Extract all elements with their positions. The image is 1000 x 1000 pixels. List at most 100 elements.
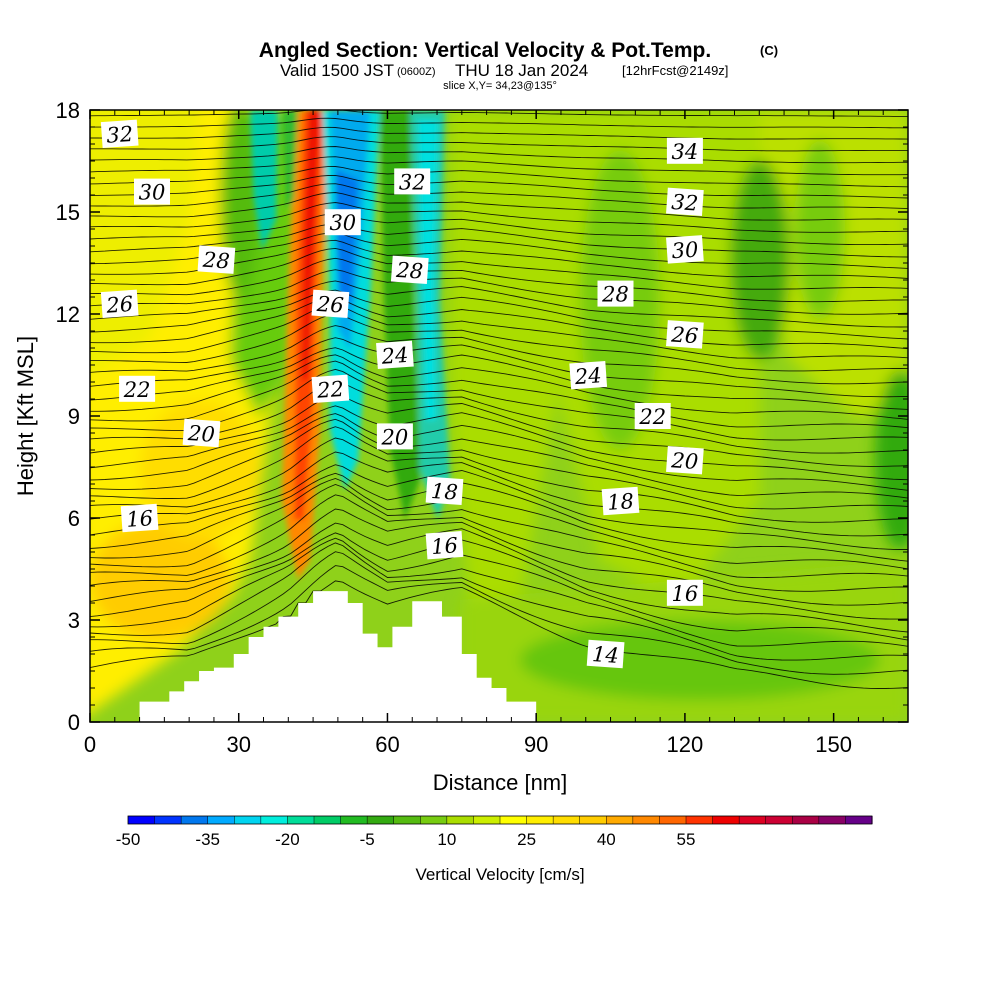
contour-label-box — [666, 187, 704, 217]
chart-title: Angled Section: Vertical Velocity & Pot.… — [259, 39, 711, 62]
contour-label-text: 32 — [399, 170, 426, 194]
title-unit: (C) — [760, 43, 778, 58]
contour-label-box — [666, 579, 703, 606]
contour-label-box — [569, 360, 608, 390]
y-tick-label: 18 — [56, 98, 80, 123]
contour-label-text: 18 — [606, 489, 634, 515]
colorbar-swatch — [553, 816, 581, 824]
contour-label: 20 — [182, 418, 221, 448]
x-tick-label: 120 — [667, 732, 704, 757]
colorbar-swatch — [367, 816, 395, 824]
isentrope-line — [90, 183, 908, 210]
isentrope-line — [90, 280, 908, 328]
colorbar-swatch — [712, 816, 740, 824]
x-tick-label: 90 — [524, 732, 548, 757]
isentrope-line — [90, 296, 908, 350]
isentrope-line — [90, 494, 908, 592]
contour-label-text: 30 — [671, 237, 699, 263]
x-tick-label: 0 — [84, 732, 96, 757]
colorbar-tick-label: 40 — [597, 830, 616, 849]
contour-label: 18 — [425, 476, 464, 506]
contour-label-box — [425, 530, 464, 560]
isentrope-line — [90, 110, 908, 117]
y-tick-label: 12 — [56, 302, 80, 327]
contour-label: 16 — [120, 503, 159, 533]
contour-label: 34 — [666, 137, 703, 164]
isentrope-line — [90, 257, 908, 303]
isentrope-line — [90, 337, 908, 398]
colorbar-label: Vertical Velocity [cm/s] — [415, 865, 584, 884]
contour-label-text: 28 — [395, 258, 424, 284]
contour-label: 32 — [666, 187, 704, 217]
isentrope-line — [90, 426, 908, 510]
contour-label-text: 32 — [106, 122, 134, 148]
isentrope-line — [90, 174, 908, 199]
valid-date: THU 18 Jan 2024 — [455, 61, 588, 80]
isentrope-line — [90, 508, 908, 606]
colorbar-swatch — [314, 816, 342, 824]
isentrope-line — [90, 136, 908, 152]
forecast-run: [12hrFcst@2149z] — [622, 63, 728, 78]
isentrope-line — [90, 212, 908, 246]
contour-label-box — [666, 445, 704, 475]
isentrope-line — [90, 464, 908, 550]
contour-label: 26 — [311, 289, 350, 319]
colorbar-swatch — [128, 816, 156, 824]
isentrope-line — [90, 269, 908, 315]
contour-label: 16 — [425, 530, 464, 560]
isentrope-line — [90, 156, 908, 176]
isentrope-line — [90, 394, 908, 467]
colorbar-swatch — [632, 816, 661, 824]
contour-label: 32 — [394, 168, 431, 195]
colorbar-swatch — [526, 816, 554, 824]
contour-label-text: 30 — [139, 181, 166, 205]
isentrope-line — [90, 202, 908, 233]
colorbar-swatch — [234, 816, 262, 824]
plot-area: 3230282622201630262232282420181634323028… — [90, 110, 908, 722]
contour-label-text: 32 — [671, 190, 699, 216]
valid-prefix: Valid 1500 JST — [280, 61, 394, 80]
colorbar-swatch — [207, 816, 235, 824]
y-axis-label: Height [Kft MSL] — [13, 336, 38, 496]
contour-label-text: 24 — [573, 363, 602, 389]
isentrope-line — [90, 472, 908, 562]
isentrope-line — [90, 380, 908, 454]
isentrope-line — [90, 304, 908, 359]
isentrope-line — [90, 360, 908, 429]
contour-label-box — [666, 137, 703, 164]
colorbar: -50 -35 -20 -5 10 25 40 55 — [116, 815, 873, 849]
x-tick-label: 150 — [815, 732, 852, 757]
y-tick-label: 9 — [68, 404, 80, 429]
colorbar-swatch — [181, 816, 209, 824]
contour-label: 30 — [134, 178, 170, 205]
isentrope-line — [90, 354, 908, 420]
isentrope-line — [90, 192, 908, 221]
colorbar-tick-label: 25 — [517, 830, 536, 849]
contour-label-text: 14 — [591, 642, 619, 668]
isentrope-line — [90, 551, 908, 661]
isentropes — [90, 110, 908, 689]
contour-label-text: 16 — [672, 582, 699, 606]
contour-label: 24 — [569, 360, 608, 390]
contour-label-box — [666, 320, 704, 349]
isentrope-line — [90, 437, 908, 523]
colorbar-swatch — [287, 816, 315, 824]
isentrope-line — [90, 247, 908, 290]
contour-label: 32 — [100, 119, 139, 149]
contour-label-text: 26 — [670, 322, 699, 348]
contour-label-box — [601, 486, 640, 516]
contour-label-box — [311, 374, 350, 404]
terrain — [139, 591, 537, 722]
isentrope-line — [90, 223, 908, 258]
isentrope-line — [90, 580, 908, 689]
slice-info: slice X,Y= 34,23@135° — [443, 80, 557, 92]
isentrope-line — [90, 347, 908, 410]
contour-label-text: 18 — [430, 479, 458, 505]
isentrope-line — [90, 368, 908, 441]
contour-label: 28 — [197, 245, 236, 274]
contour-label-box — [425, 476, 464, 506]
contour-label-text: 26 — [315, 292, 344, 318]
contour-label: 30 — [666, 235, 704, 264]
x-tick-label: 60 — [375, 732, 399, 757]
contour-label: 28 — [597, 280, 634, 307]
